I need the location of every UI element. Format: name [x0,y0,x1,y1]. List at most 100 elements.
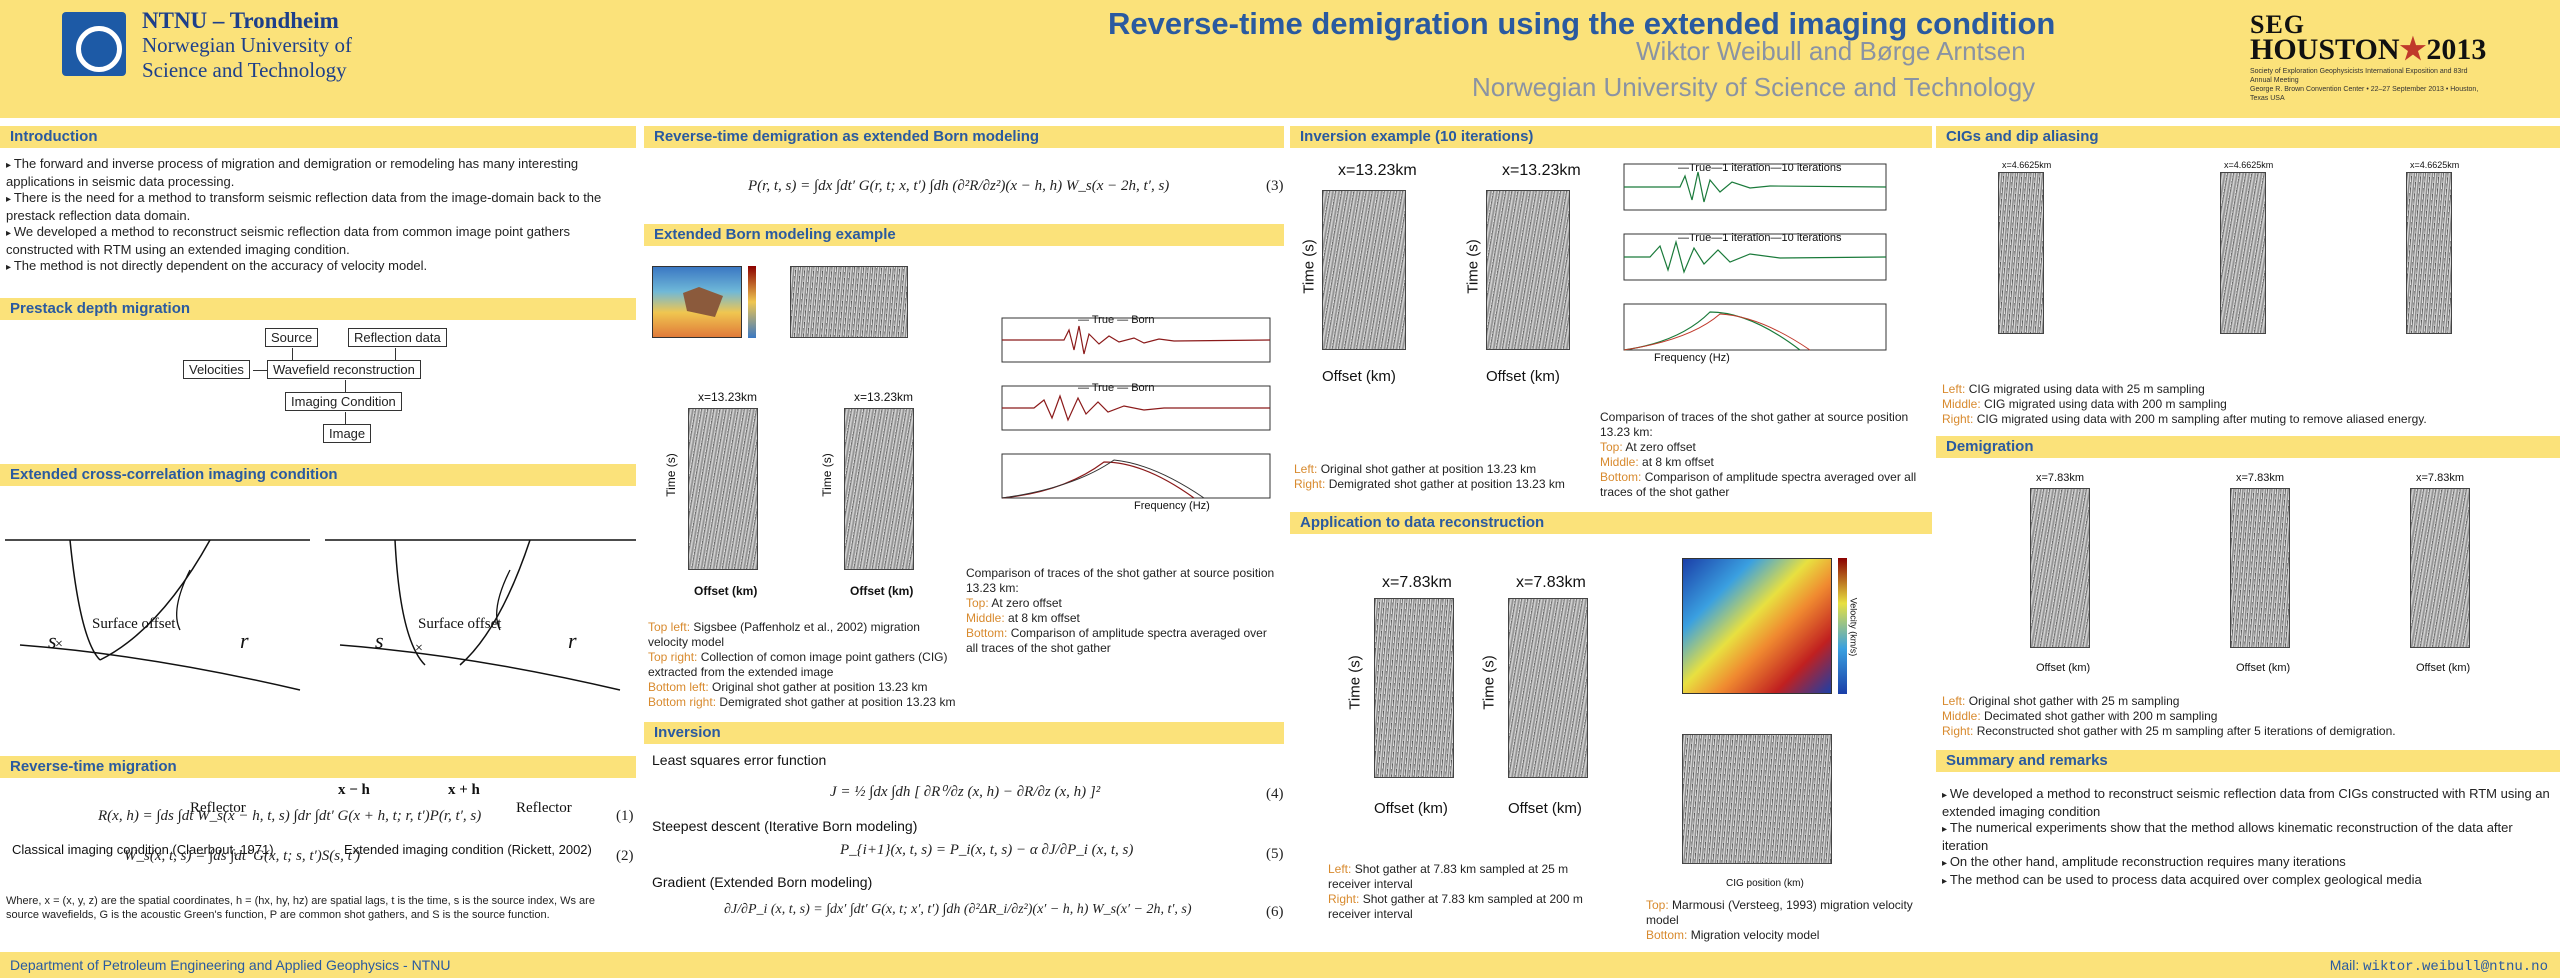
pdm-flowchart: Source Reflection data Velocities Wavefi… [0,326,636,566]
cig-caption: Left: CIG migrated using data with 25 m … [1942,382,2556,427]
ie-trace-zero-plot [1600,162,1890,224]
eq4-num: (4) [1266,786,1284,802]
cig-cap-left: Left: CIG migrated using data with 25 m … [1942,382,2556,397]
ie-right-mid-label: Middle: [1600,455,1639,469]
adr-cap-right-label: Right: [1328,892,1360,906]
salt-body [683,287,723,317]
ie-right-bot: Bottom: Comparison of amplitude spectra … [1600,470,1920,500]
ebm-left-caption: Top left: Sigsbee (Paffenholz et al., 20… [648,620,962,710]
ebm-right-bot-label: Bottom: [966,626,1008,640]
ebm-right-caption: Comparison of traces of the shot gather … [966,566,1278,656]
intro-title: Introduction [0,126,636,148]
eq3: P(r, t, s) = ∫dx ∫dt′ G(r, t; x, t′) ∫dh… [748,178,1170,194]
ebm-cap-bl-text: Original shot gather at position 13.23 k… [712,680,928,694]
ie-right-mid: Middle: at 8 km offset [1600,455,1920,470]
cig-cap-mid-text: CIG migrated using data with 200 m sampl… [1984,397,2227,411]
adr-gather-title-2: x=7.83km [1516,574,1586,591]
ecc-reflector-right: Reflector [516,800,572,816]
column-3: Inversion example (10 iterations) x=13.2… [1290,118,1932,942]
trace-legend-true-2: True [1091,382,1115,394]
adr-cap-top-text: Marmousi (Versteeg, 1993) migration velo… [1646,898,1913,927]
dem-cap-left-label: Left: [1942,694,1966,708]
ie-trace-8km-plot [1600,232,1890,294]
ie-right-mid-text: at 8 km offset [1642,455,1714,469]
adr-xlabel-1: Offset (km) [1374,800,1448,817]
ie-cap-left-label: Left: [1294,462,1318,476]
adr-gather-25m [1374,598,1454,778]
cig-x-label-3: x=4.6625km [2410,160,2460,170]
summary-bullet: The method can be used to process data a… [1942,872,2554,890]
footer-mail-label: Mail: [2329,957,2360,973]
ecc-left-caption: Classical imaging condition (Claerbout, … [12,842,274,857]
ebm-right-top-text: At zero offset [991,596,1062,610]
cig-cap-right: Right: CIG migrated using data with 200 … [1942,412,2556,427]
trace-legend-born-1: Born [1131,314,1155,326]
ie-xlabel-1: Offset (km) [1322,368,1396,385]
ebm-cap-bl: Bottom left: Original shot gather at pos… [648,680,962,695]
pdm-arrow [345,380,346,392]
ie-right-cap1: Comparison of traces of the shot gather … [1600,410,1909,439]
ecc-xmh: x − h [338,782,370,798]
footer-mail-link[interactable]: wiktor.weibull@ntnu.no [2363,959,2548,975]
intro-bullet: The forward and inverse process of migra… [6,156,626,190]
cig-cap-mid: Middle: CIG migrated using data with 200… [1942,397,2556,412]
ie-cap-right-text: Demigrated shot gather at position 13.23… [1328,477,1565,491]
ie-left-caption: Left: Original shot gather at position 1… [1294,462,1594,492]
marmousi-cig-plot [1682,734,1832,864]
ebm-right-bot: Bottom: Comparison of amplitude spectra … [966,626,1278,656]
dem-cap-right-text: Reconstructed shot gather with 25 m samp… [1976,724,2396,738]
adr-cap-left-text: Shot gather at 7.83 km sampled at 25 m r… [1328,862,1569,891]
ebm-right-mid-text: at 8 km offset [1008,611,1080,625]
ebm-cap-tl-text: Sigsbee (Paffenholz et al., 2002) migrat… [648,620,920,649]
pdm-reflection-box: Reflection data [348,328,447,347]
eq5-num: (5) [1266,846,1284,862]
trace-legend-born-2: Born [1131,382,1155,394]
dem-plot-reconstructed [2410,488,2470,648]
seg-word: SEG [2250,10,2306,39]
ie-legend-1iter-2: 1 iteration [1722,232,1771,244]
summary-bullet: On the other hand, amplitude reconstruct… [1942,854,2554,872]
dem-x-label-3: x=7.83km [2416,472,2464,484]
trace-8km-plot [974,384,1274,444]
sigsbee-velocity-plot [652,266,742,338]
seg-city-year: HOUSTON★2013 [2250,32,2486,67]
eq6: ∂J/∂P_i (x, t, s) = ∫dx′ ∫dt′ G(x, t; x′… [724,902,1192,917]
dem-caption: Left: Original shot gather with 25 m sam… [1942,694,2556,739]
eq6-num: (6) [1266,904,1284,920]
pdm-source-box: Source [265,328,319,347]
pdm-velocities-box: Velocities [183,360,250,379]
eq1: R(x, h) = ∫ds ∫dt W_s(x − h, t, s) ∫dr ∫… [98,808,482,824]
eq4: J = ½ ∫dx ∫dh [ ∂R⁰/∂z (x, h) − ∂R/∂z (x… [830,784,1101,800]
cig-cap-right-label: Right: [1942,412,1974,426]
ebm-cap-tl-label: Top left: [648,620,691,634]
ie-legend-10iter-1: 10 iterations [1781,162,1842,174]
ecc-s-right: s [375,628,384,653]
cig-x-label-2: x=4.6625km [2224,160,2274,170]
ie-legend-2: —True—1 iteration—10 iterations [1678,232,1842,244]
dem-cap-mid-text: Decimated shot gather with 200 m samplin… [1984,709,2218,723]
ie-right-top-text: At zero offset [1625,440,1696,454]
ie-gather-demigrated [1486,190,1570,350]
cig-collection-plot [790,266,908,338]
cig-x-label-1: x=4.6625km [2002,160,2052,170]
inst-line1: NTNU – Trondheim [142,8,339,33]
ecc-r-right: r [568,628,577,653]
spectrum-plot [974,452,1274,512]
adr-cap-right: Right: Shot gather at 7.83 km sampled at… [1328,892,1588,922]
adr-ylabel-1: Time (s) [1346,655,1364,710]
ie-legend-1iter-1: 1 iteration [1722,162,1771,174]
pdm-imaging-box: Imaging Condition [285,392,402,411]
pdm-title: Prestack depth migration [0,298,636,320]
ebm-cap-tr: Top right: Collection of comon image poi… [648,650,962,680]
column-4: CIGs and dip aliasing x=4.6625km x=4.662… [1936,118,2560,887]
adr-ylabel-2: Time (s) [1480,655,1498,710]
ie-ylabel-2: Time (s) [1464,239,1482,294]
velocity-colorbar [748,266,756,338]
summary-list: We developed a method to reconstruct sei… [1942,786,2554,890]
dem-title: Demigration [1936,436,2560,458]
ie-gather-original [1322,190,1406,350]
inst-line2: Norwegian University of [142,33,352,57]
ecc-xph: x + h [448,782,480,798]
adr-cap-left-label: Left: [1328,862,1352,876]
adr-cap-bot-text: Migration velocity model [1690,928,1820,942]
